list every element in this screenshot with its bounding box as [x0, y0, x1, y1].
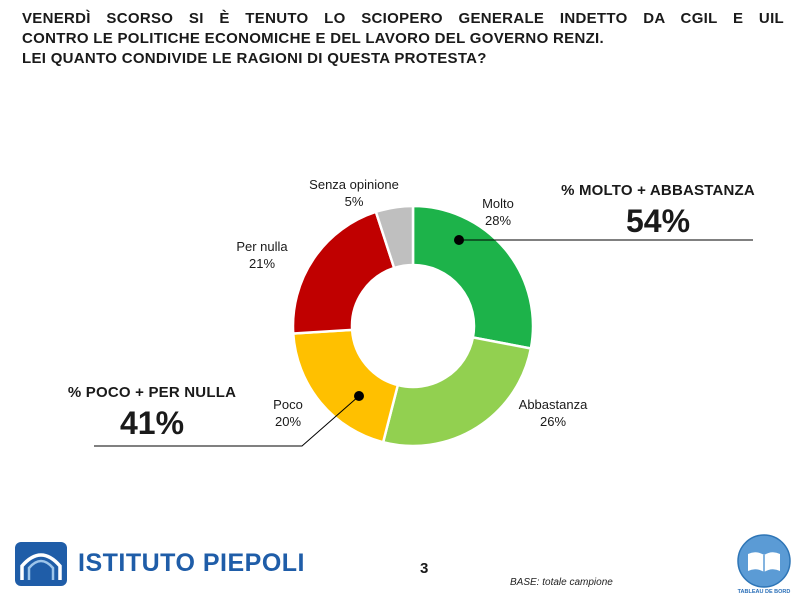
slice-value-molto: 28%	[485, 213, 511, 228]
callout-lines	[94, 235, 753, 447]
slice-label-senza-opinione: Senza opinione	[309, 177, 399, 192]
slice-value-poco: 20%	[275, 414, 301, 429]
slice-senza-opinione	[374, 204, 415, 270]
slice-labels: Molto 28% Abbastanza 26% Poco 20% Per nulla 21%…	[236, 177, 588, 429]
summary-molto-abbastanza: % MOLTO + ABBASTANZA 54%	[536, 182, 780, 240]
open-book-icon	[737, 534, 791, 588]
tableau-de-bord-badge: TABLEAU DE BORD	[736, 534, 792, 598]
slice-poco	[291, 328, 400, 444]
page-number: 3	[420, 560, 429, 577]
slice-label-poco: Poco	[273, 397, 303, 412]
summary-bottom-value: 41%	[119, 405, 185, 441]
arch-wave-icon	[15, 542, 67, 586]
title-line-1: VENERDÌ SCORSO SI È TENUTO LO SCIOPERO G…	[22, 10, 784, 27]
summary-top-caption: % MOLTO + ABBASTANZA	[561, 182, 755, 199]
title-line-2: CONTRO LE POLITICHE ECONOMICHE E DEL LAV…	[22, 30, 604, 47]
title-line-3: LEI QUANTO CONDIVIDE LE RAGIONI DI QUEST…	[22, 50, 487, 67]
summary-poco-per-nulla: % POCO + PER NULLA 41%	[34, 384, 270, 442]
slice-abbastanza	[381, 335, 533, 448]
base-note: BASE: totale campione	[510, 577, 613, 588]
callout-dot-top	[454, 235, 464, 245]
slice-label-molto: Molto	[482, 196, 514, 211]
slice-per-nulla	[291, 210, 396, 335]
summary-bottom-caption: % POCO + PER NULLA	[67, 384, 237, 401]
slice-value-per-nulla: 21%	[249, 256, 275, 271]
slice-value-senza-opinione: 5%	[345, 194, 364, 209]
callout-line-bottom	[94, 395, 360, 447]
donut-slices	[291, 204, 535, 448]
badge-label: TABLEAU DE BORD	[737, 589, 791, 595]
summary-top-value: 54%	[625, 203, 691, 239]
question-title: VENERDÌ SCORSO SI È TENUTO LO SCIOPERO G…	[22, 9, 784, 69]
logo-text: ISTITUTO PIEPOLI	[78, 549, 306, 577]
slice-value-abbastanza: 26%	[540, 414, 566, 429]
callout-dot-bottom	[354, 391, 364, 401]
istituto-piepoli-logo: ISTITUTO PIEPOLI	[14, 540, 305, 588]
slice-label-per-nulla: Per nulla	[236, 239, 288, 254]
slice-label-abbastanza: Abbastanza	[519, 397, 588, 412]
slice-molto	[411, 204, 535, 350]
